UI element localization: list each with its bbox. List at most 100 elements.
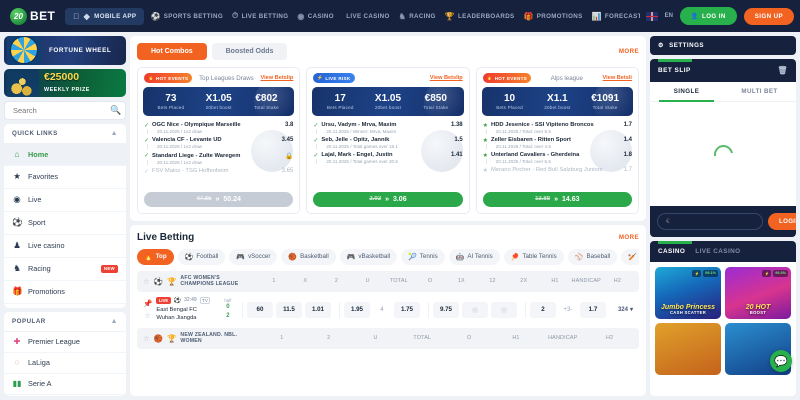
sidebar-item-favorites[interactable]: ★ Favorites <box>4 166 126 189</box>
sidebar-item-sport[interactable]: ⚽ Sport <box>4 212 126 235</box>
quick-links-header[interactable]: QUICK LINKS ▲ <box>4 124 126 144</box>
uk-flag-icon[interactable] <box>646 12 658 21</box>
sport-tab-vbasketball[interactable]: 🎮 vBasketball <box>340 249 397 265</box>
combo-leg[interactable]: ✓ FSV Mainz - TSG Hoffenheim 3.65 <box>144 168 293 175</box>
sidebar-search[interactable]: 🔍 <box>4 101 126 119</box>
betslip-login-button[interactable]: LOGIN <box>768 213 796 230</box>
star-icon[interactable]: ☆ <box>143 277 150 286</box>
combo-leg[interactable]: ✓ OGC Nice - Olympique Marseille 3.8 20.… <box>144 122 293 134</box>
nav-item-racing[interactable]: ♞ RACING <box>399 12 436 21</box>
casino-game-tile[interactable] <box>655 323 721 375</box>
odd-button[interactable]: 60 <box>247 302 273 318</box>
combo-cta-button[interactable]: 2.92 » 3.06 <box>313 192 462 207</box>
sport-tab-tennis[interactable]: 🎾 Tennis <box>401 249 445 265</box>
live-betting-more-link[interactable]: MORE <box>619 234 639 241</box>
settings-button[interactable]: ⚙ SETTINGS <box>650 36 796 55</box>
chevron-up-icon[interactable]: ▲ <box>111 318 118 325</box>
login-button[interactable]: 👤 LOG IN <box>680 7 737 25</box>
sidebar-item-live[interactable]: ◉ Live <box>4 189 126 212</box>
casino-game-tile[interactable]: ⚡ 99.3% 20 HOT BOOST <box>725 267 791 319</box>
sidebar-item-live-casino[interactable]: ♟ Live casino <box>4 235 126 258</box>
trash-icon[interactable]: 🗑 <box>777 66 788 75</box>
combo-leg[interactable]: ✓ Lajal, Mark - Engel, Justin 1.41 20.11… <box>313 152 462 164</box>
tab-live-casino[interactable]: LIVE CASINO <box>695 248 740 255</box>
popular-header[interactable]: POPULAR ▲ <box>4 312 126 332</box>
table-row[interactable]: 📌 ☆ LIVE ⚽ 32:49 TV East Bengal FC Wuhan… <box>137 292 639 328</box>
promo-weekly-prize[interactable]: €25000 WEEKLY PRIZE <box>4 69 126 98</box>
tv-icon[interactable]: TV <box>200 297 211 304</box>
sidebar-item-laliga[interactable]: ◌ LaLiga <box>4 353 126 374</box>
combos-more-link[interactable]: MORE <box>619 48 639 55</box>
sidebar-item-boosted-odds[interactable]: ▲ Boosted Odds 4 <box>4 304 126 308</box>
combo-leg[interactable]: ✓ Valencia CF - Levante UD 3.45 20.11.20… <box>144 137 293 149</box>
sport-tab-baseball[interactable]: ⚾ Baseball <box>568 249 617 265</box>
sport-tab-cricket[interactable]: 🏏 Cricket <box>621 249 639 265</box>
sidebar-item-serie-a[interactable]: ▮▮ Serie A <box>4 374 126 395</box>
nav-item-sports-betting[interactable]: ⚽ SPORTS BETTING <box>150 12 223 21</box>
view-betslip-link[interactable]: View Betslip <box>430 75 463 81</box>
combo-card-header: 🔥 HOT EVENTS Alps league View Betsli <box>477 68 638 87</box>
odd-button[interactable]: 1.01 <box>305 302 331 318</box>
search-input[interactable] <box>13 106 110 115</box>
view-betslip-link[interactable]: View Betslip <box>260 75 293 81</box>
combo-leg[interactable]: ★ Merano Pircher - Red Bull Salzburg Jun… <box>483 167 632 174</box>
tab-hot-combos[interactable]: Hot Combos <box>137 43 207 60</box>
sidebar-item-promotions[interactable]: 🎁 Promotions <box>4 281 126 304</box>
star-icon[interactable]: ☆ <box>144 311 151 320</box>
search-icon[interactable]: 🔍 <box>110 105 121 116</box>
language-label[interactable]: EN <box>665 13 673 19</box>
combo-leg[interactable]: ★ HDD Jesenice - SSI Vipiteno Broncos 1.… <box>483 122 632 134</box>
sidebar-item-racing[interactable]: ♞ Racing NEW <box>4 258 126 281</box>
nav-label: LIVE CASINO <box>346 13 389 20</box>
chat-icon[interactable]: 💬 <box>770 350 792 372</box>
view-betslip-link[interactable]: View Betsli <box>603 75 632 81</box>
combo-card[interactable]: ⚡ LIVE RISK View Betslip 17 Bets Placed … <box>306 67 469 214</box>
tab-single[interactable]: SINGLE <box>650 82 723 101</box>
odd-button[interactable]: 11.5 <box>276 302 302 318</box>
combo-leg[interactable]: ★ Unterland Cavaliers - Gherdeina 1.8 20… <box>483 152 632 164</box>
signup-button[interactable]: SIGN UP <box>744 8 794 25</box>
sidebar-item-premier-league[interactable]: ✚ Premier League <box>4 332 126 353</box>
odd-button[interactable]: 1.7 <box>580 302 606 318</box>
sidebar-item-home[interactable]: ⌂ Home <box>4 144 126 166</box>
more-markets-button[interactable]: 324 ▾ <box>618 306 633 313</box>
nav-item-forecasts[interactable]: 📊 FORECASTS <box>592 12 640 21</box>
tab-casino[interactable]: CASINO <box>658 248 685 255</box>
combo-leg[interactable]: ✓ Seb, Jelle - Opitz, Jannik 1.5 20.11.2… <box>313 137 462 149</box>
odd-button[interactable]: 2 <box>530 302 556 318</box>
nav-item-live-casino[interactable]: ⑘ LIVE CASINO <box>343 12 390 21</box>
odd-button[interactable]: 1.95 <box>344 302 370 318</box>
nav-item-live-betting[interactable]: ⏱ LIVE BETTING <box>232 11 288 21</box>
tab-multi-bet[interactable]: MULTI BET <box>723 82 796 101</box>
sport-tab-basketball[interactable]: 🏀 Basketball <box>281 249 335 265</box>
nav-item-leaderboards[interactable]: 🏆 LEADERBOARDS <box>445 12 515 21</box>
combo-leg[interactable]: ✓ Standard Liege - Zulte Waregem 🔒 20.11… <box>144 152 293 165</box>
odd-button[interactable]: 1.75 <box>394 302 420 318</box>
combo-leg[interactable]: ✓ Ursu, Vadym - Mrva, Maxim 1.38 20.11.2… <box>313 122 462 134</box>
casino-game-tile[interactable]: ⚡ 99.1% Jumbo Princess CASH SCATTER <box>655 267 721 319</box>
sport-tab-vsoccer[interactable]: 🎮 vSoccer <box>229 249 277 265</box>
mobile-app-button[interactable]:  ◆ MOBILE APP <box>65 8 144 25</box>
star-icon[interactable]: ☆ <box>143 334 150 343</box>
stake-input[interactable] <box>657 213 763 230</box>
sport-tab-football[interactable]: ⚽ Football <box>178 249 226 265</box>
combo-cta-button[interactable]: 13.88 » 14.63 <box>483 192 632 207</box>
sport-tab-top[interactable]: 🔥 Top <box>137 249 174 265</box>
combo-legs: ✓ OGC Nice - Olympique Marseille 3.8 20.… <box>138 116 299 188</box>
pin-icon[interactable]: 📌 <box>143 299 152 308</box>
chevron-up-icon[interactable]: ▲ <box>111 130 118 137</box>
combo-leg[interactable]: ★ Zeller Eisbaren - Ritten Sport 1.4 20.… <box>483 137 632 149</box>
leg-odds: 1.7 <box>624 122 632 128</box>
combo-card[interactable]: 🔥 HOT EVENTS Alps league View Betsli 10 … <box>476 67 639 214</box>
nav-item-casino[interactable]: ◉ CASINO <box>297 12 334 21</box>
sidebar-item-ligue-1[interactable]: ▮▮ Ligue 1 <box>4 395 126 396</box>
odd-button[interactable]: 9.75 <box>433 302 459 318</box>
nav-item-promotions[interactable]: 🎁 PROMOTIONS <box>523 12 582 21</box>
combo-card[interactable]: 🔥 HOT EVENTS Top Leagues Draws View Bets… <box>137 67 300 214</box>
combo-cta-button[interactable]: 47.85 » 50.24 <box>144 192 293 207</box>
tab-boosted-odds[interactable]: Boosted Odds <box>212 43 288 60</box>
promo-fortune-wheel[interactable]: FORTUNE WHEEL <box>4 36 126 65</box>
brand-logo[interactable]: 20 BET <box>6 8 65 25</box>
sport-tab-ai-tennis[interactable]: 🤖 AI Tennis <box>449 249 500 265</box>
sport-tab-table-tennis[interactable]: 🏓 Table Tennis <box>504 249 564 265</box>
